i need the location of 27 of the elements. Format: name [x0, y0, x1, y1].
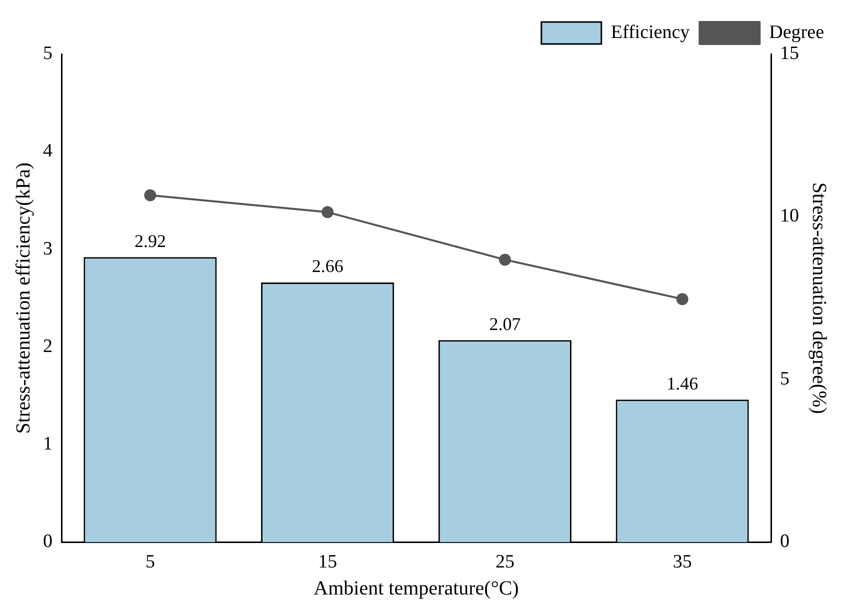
- legend-label: Degree: [769, 22, 824, 43]
- y2-tick-label: 10: [780, 206, 799, 227]
- y2-tick-label: 0: [780, 531, 790, 552]
- y-tick-label: 1: [43, 434, 52, 455]
- data-label: 2.07: [489, 314, 521, 334]
- point: [676, 293, 688, 306]
- y2-axis-title: Stress-attenuation degree(%): [808, 182, 830, 414]
- y-tick-label: 3: [43, 238, 52, 260]
- x-tick-label: 25: [495, 552, 514, 573]
- point: [322, 206, 334, 218]
- y-tick-label: 2: [43, 336, 52, 357]
- data-label: 1.46: [666, 373, 698, 394]
- x-tick-label: 15: [318, 552, 338, 573]
- x-axis-title: Ambient temperature(°C): [314, 577, 519, 600]
- data-label: 2.92: [134, 230, 166, 251]
- legend-label: Efficiency: [610, 22, 690, 43]
- y-axis-title: Stress-attenuation efficiency(kPa): [12, 162, 34, 434]
- data-label: 2.66: [312, 256, 344, 276]
- y2-tick-label: 5: [780, 368, 790, 390]
- x-tick-label: 35: [672, 552, 692, 573]
- point: [498, 254, 511, 266]
- y-tick-label: 5: [43, 42, 52, 64]
- y-tick-label: 0: [43, 531, 52, 552]
- x-tick-label: 5: [145, 552, 155, 573]
- y-tick-label: 4: [43, 140, 53, 162]
- y2-tick-label: 15: [780, 42, 799, 64]
- point: [144, 189, 156, 202]
